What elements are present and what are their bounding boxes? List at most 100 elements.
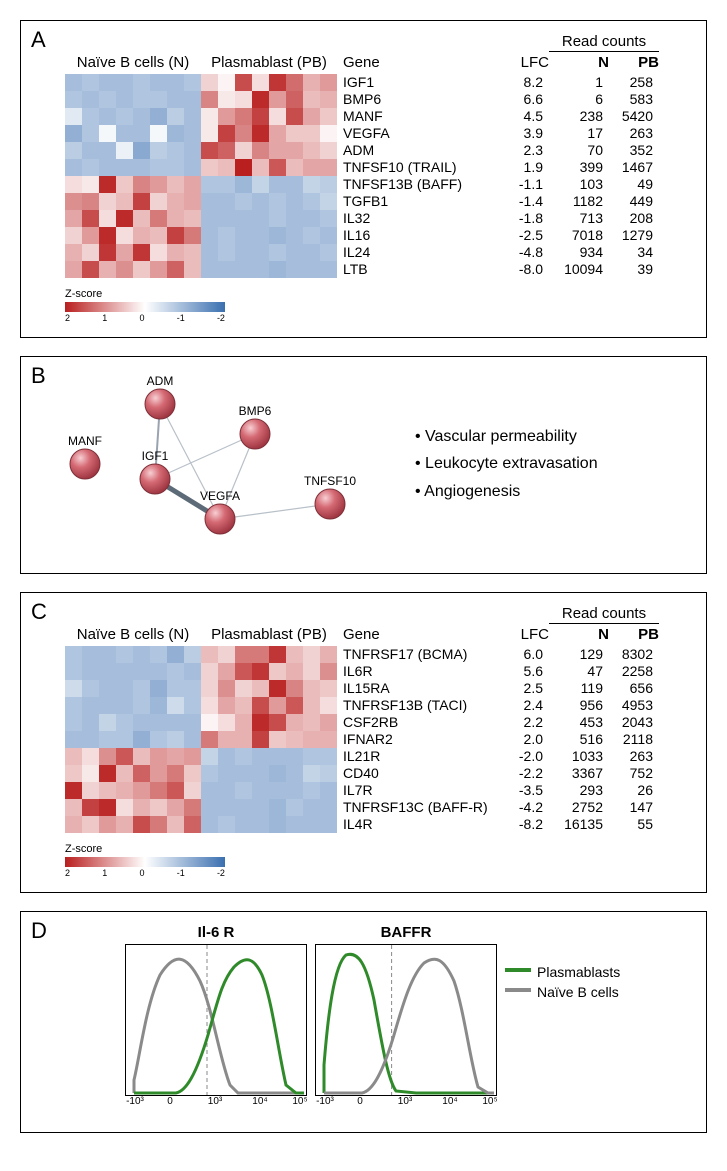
n-value: 70 bbox=[543, 142, 603, 159]
n-value: 934 bbox=[543, 244, 603, 261]
heatmap-cell bbox=[201, 193, 218, 210]
gene-label: IFNAR2 bbox=[343, 731, 493, 748]
heatmap-cell bbox=[150, 731, 167, 748]
heatmap-cell bbox=[252, 714, 269, 731]
heatmap-cell bbox=[218, 210, 235, 227]
heatmap-cell bbox=[150, 244, 167, 261]
heatmap-cell bbox=[167, 227, 184, 244]
heatmap-cell bbox=[116, 244, 133, 261]
gene-label: ADM bbox=[343, 142, 493, 159]
heatmap-cell bbox=[252, 91, 269, 108]
heatmap-cell bbox=[150, 108, 167, 125]
panelA-header-PB: Plasmablast (PB) bbox=[201, 54, 337, 71]
panelC-heatmap bbox=[65, 646, 337, 833]
heatmap-cell bbox=[65, 159, 82, 176]
pb-value: 5420 bbox=[603, 108, 653, 125]
heatmap-cell bbox=[99, 74, 116, 91]
panelA-heatmap bbox=[65, 74, 337, 278]
heatmap-cell bbox=[82, 142, 99, 159]
gene-label: IL4R bbox=[343, 816, 493, 833]
pb-value: 39 bbox=[603, 261, 653, 278]
pb-value: 49 bbox=[603, 176, 653, 193]
heatmap-cell bbox=[150, 697, 167, 714]
network-node bbox=[205, 504, 235, 534]
panelC-gene-col: TNFRSF17 (BCMA)IL6RIL15RATNFRSF13B (TACI… bbox=[343, 646, 493, 833]
n-value: 16135 bbox=[543, 816, 603, 833]
heatmap-cell bbox=[99, 799, 116, 816]
heatmap-cell bbox=[167, 646, 184, 663]
heatmap-cell bbox=[269, 663, 286, 680]
heatmap-cell bbox=[82, 159, 99, 176]
heatmap-cell bbox=[201, 261, 218, 278]
heatmap-cell bbox=[167, 244, 184, 261]
heatmap-cell bbox=[150, 680, 167, 697]
heatmap-cell bbox=[303, 91, 320, 108]
heatmap-cell bbox=[99, 714, 116, 731]
gene-label: TNFRSF13B (TACI) bbox=[343, 697, 493, 714]
heatmap-cell bbox=[99, 210, 116, 227]
lfc-value: -2.2 bbox=[493, 765, 543, 782]
heatmap-cell bbox=[320, 680, 337, 697]
panelB-network: MANFADMIGF1BMP6VEGFATNFSF10 bbox=[55, 369, 385, 559]
bullet-item: Leukocyte extravasation bbox=[415, 450, 598, 477]
lfc-value: 6.0 bbox=[493, 646, 543, 663]
heatmap-cell bbox=[82, 176, 99, 193]
panel-c: C Naïve B cells (N) Plasmablast (PB) Gen… bbox=[20, 592, 707, 893]
histogram-box bbox=[315, 944, 497, 1096]
heatmap-cell bbox=[320, 663, 337, 680]
heatmap-cell bbox=[303, 731, 320, 748]
gene-label: IL16 bbox=[343, 227, 493, 244]
heatmap-cell bbox=[82, 261, 99, 278]
panelA-lfc-col: 8.26.64.53.92.31.9-1.1-1.4-1.8-2.5-4.8-8… bbox=[493, 74, 543, 278]
heatmap-cell bbox=[218, 697, 235, 714]
n-value: 103 bbox=[543, 176, 603, 193]
heatmap-cell bbox=[150, 91, 167, 108]
heatmap-cell bbox=[218, 261, 235, 278]
heatmap-cell bbox=[320, 125, 337, 142]
panelC-header-N: Naïve B cells (N) bbox=[65, 626, 201, 643]
lfc-value: -4.8 bbox=[493, 244, 543, 261]
heatmap-cell bbox=[252, 159, 269, 176]
heatmap-cell bbox=[150, 646, 167, 663]
panel-d-label: D bbox=[31, 918, 47, 944]
heatmap-cell bbox=[133, 731, 150, 748]
heatmap-cell bbox=[133, 697, 150, 714]
heatmap-cell bbox=[218, 646, 235, 663]
heatmap-cell bbox=[201, 646, 218, 663]
heatmap-cell bbox=[184, 261, 201, 278]
histogram-series bbox=[134, 959, 304, 1093]
heatmap-cell bbox=[65, 799, 82, 816]
heatmap-cell bbox=[201, 748, 218, 765]
heatmap-cell bbox=[82, 799, 99, 816]
panelC-header-lfc: LFC bbox=[499, 626, 549, 643]
heatmap-cell bbox=[201, 159, 218, 176]
heatmap-cell bbox=[303, 261, 320, 278]
heatmap-cell bbox=[167, 193, 184, 210]
pb-value: 55 bbox=[603, 816, 653, 833]
heatmap-cell bbox=[99, 646, 116, 663]
heatmap-cell bbox=[65, 697, 82, 714]
panelC-zscore-legend: Z-score 210-1-2 bbox=[65, 843, 692, 878]
pb-value: 449 bbox=[603, 193, 653, 210]
network-node bbox=[70, 449, 100, 479]
gene-label: CD40 bbox=[343, 765, 493, 782]
heatmap-cell bbox=[303, 714, 320, 731]
heatmap-cell bbox=[218, 125, 235, 142]
heatmap-cell bbox=[167, 125, 184, 142]
heatmap-cell bbox=[218, 159, 235, 176]
heatmap-cell bbox=[201, 176, 218, 193]
heatmap-cell bbox=[286, 244, 303, 261]
n-value: 3367 bbox=[543, 765, 603, 782]
heatmap-cell bbox=[235, 142, 252, 159]
lfc-value: 8.2 bbox=[493, 74, 543, 91]
histogram-xticks: -10³010³10⁴10⁵ bbox=[315, 1096, 495, 1112]
heatmap-cell bbox=[116, 261, 133, 278]
panelA-header-PBcol: PB bbox=[609, 54, 659, 71]
panelA-gene-col: IGF1BMP6MANFVEGFAADMTNFSF10 (TRAIL)TNFSF… bbox=[343, 74, 493, 278]
histogram-series bbox=[324, 954, 494, 1093]
heatmap-cell bbox=[133, 714, 150, 731]
heatmap-cell bbox=[269, 159, 286, 176]
pb-value: 752 bbox=[603, 765, 653, 782]
gene-label: VEGFA bbox=[343, 125, 493, 142]
heatmap-cell bbox=[235, 108, 252, 125]
